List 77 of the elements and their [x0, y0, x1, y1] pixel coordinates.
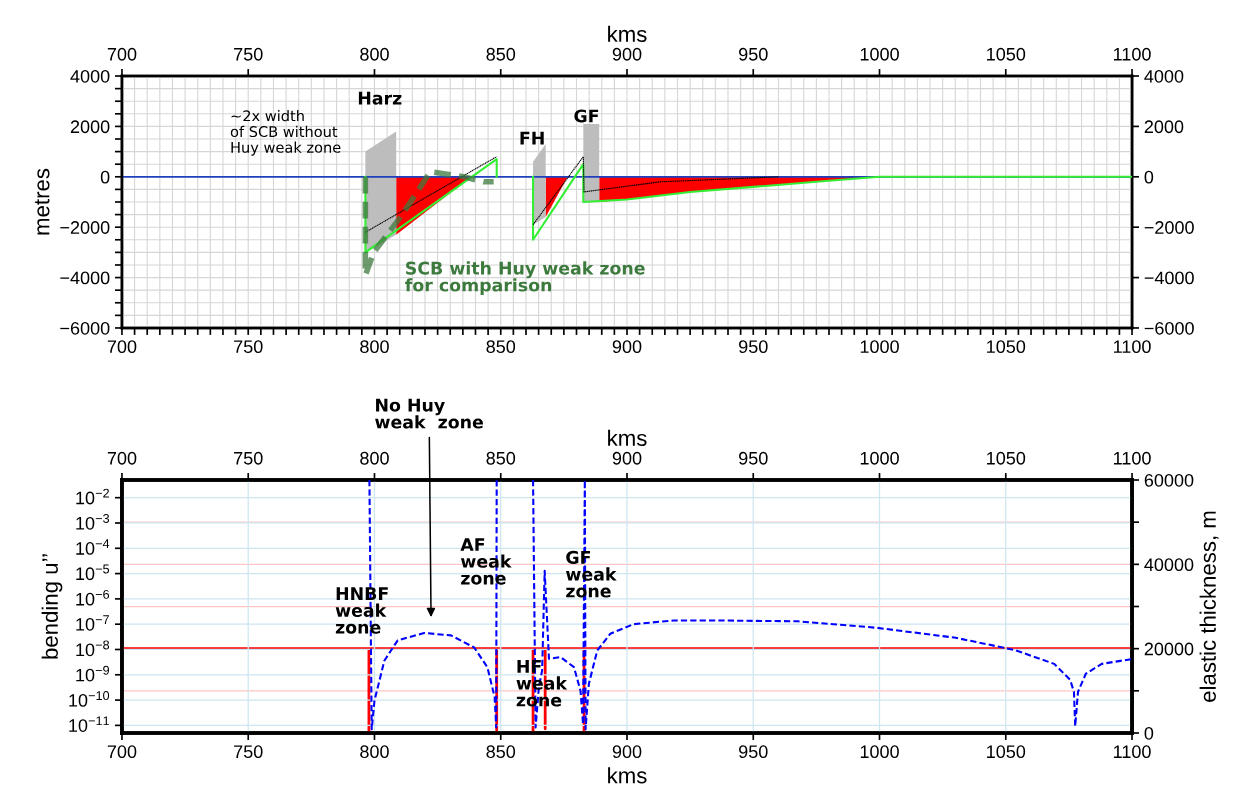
y2-tick-label: 0	[1144, 726, 1154, 740]
y-tick-label: 10$^{−4}$	[76, 539, 110, 555]
x-axis-title: kms	[608, 767, 647, 784]
y2-tick-label: 40000	[1144, 558, 1194, 572]
y-tick-label: 10$^{−6}$	[76, 589, 110, 606]
annotation: Harz	[358, 91, 402, 105]
x2-tick-label: 1050	[987, 47, 1026, 61]
x2-tick-label: 850	[486, 47, 516, 61]
y2-tick-label: 20000	[1144, 642, 1194, 656]
y-tick-label: 10$^{−5}$	[76, 564, 110, 581]
x-tick-label: 900	[612, 340, 642, 354]
x2-tick-label: 900	[612, 47, 642, 61]
x-tick-label: 1000	[860, 340, 899, 354]
x2-tick-label: 900	[612, 451, 642, 465]
y2-tick-label: 60000	[1144, 473, 1194, 487]
x-tick-label: 800	[360, 745, 389, 759]
y-axis-title: metres	[34, 168, 50, 235]
x-tick-label: 850	[486, 340, 516, 354]
annotation: GF	[574, 109, 599, 123]
x-tick-label: 950	[739, 340, 768, 354]
y-tick-label: −4000	[60, 271, 110, 285]
x2-tick-label: 1000	[860, 451, 899, 465]
x2-axis-title: kms	[608, 429, 647, 447]
x-tick-label: 1050	[987, 745, 1026, 759]
y2-tick-label: 4000	[1144, 69, 1184, 83]
x2-tick-label: 800	[360, 451, 389, 465]
annotation: SCB with Huy weak zone for comparison	[405, 261, 645, 295]
x-tick-label: 950	[739, 745, 768, 759]
y2-tick-label: 2000	[1144, 120, 1184, 134]
x-tick-label: 800	[360, 340, 389, 354]
y-tick-label: 10$^{−7}$	[76, 615, 109, 631]
x2-tick-label: 1050	[987, 451, 1026, 465]
x-tick-label: 850	[486, 745, 516, 759]
x2-tick-label: 1100	[1113, 47, 1151, 61]
y-tick-label: 10$^{−8}$	[76, 640, 110, 657]
x-tick-label: 1100	[1113, 340, 1151, 354]
annotation: FH	[520, 131, 544, 145]
x-tick-label: 1050	[987, 340, 1026, 354]
y2-tick-label: −4000	[1144, 271, 1194, 285]
x-tick-label: 700	[107, 745, 137, 759]
x2-axis-title: kms	[608, 25, 647, 43]
x2-tick-label: 950	[739, 47, 768, 61]
y-tick-label: 2000	[70, 120, 110, 134]
annotation: AF weak zone	[460, 538, 512, 585]
x2-tick-label: 850	[486, 451, 516, 465]
y-axis-title: bending u’’	[41, 554, 63, 659]
y-tick-label: −6000	[60, 321, 110, 335]
x2-tick-label: 700	[107, 47, 137, 61]
annotation: HNBF weak zone	[335, 587, 388, 634]
x-tick-label: 750	[234, 340, 263, 354]
annotation: GF weak zone	[565, 550, 617, 598]
x2-tick-label: 800	[360, 47, 389, 61]
y-tick-label: −2000	[60, 221, 110, 234]
y2-axis-title: elastic thickness, m	[1199, 511, 1219, 702]
x-tick-label: 1100	[1113, 745, 1151, 759]
y-tick-label: 4000	[70, 69, 110, 83]
x-tick-label: 750	[234, 745, 263, 759]
y2-tick-label: −2000	[1144, 221, 1194, 234]
x2-tick-label: 750	[234, 451, 263, 465]
y-tick-label: 0	[100, 170, 110, 184]
x2-tick-label: 700	[107, 451, 137, 465]
annotation: ~2x width of SCB without Huy weak zone	[230, 110, 341, 156]
x2-tick-label: 1100	[1113, 451, 1151, 465]
x-tick-label: 900	[612, 745, 642, 759]
y-tick-label: 10$^{−11}$	[69, 716, 109, 732]
text: No Huy weak zone	[375, 398, 483, 429]
y-tick-label: 10$^{−2}$	[76, 488, 109, 505]
x2-tick-label: 750	[234, 47, 263, 61]
y-tick-label: 10$^{−9}$	[76, 665, 109, 682]
x2-tick-label: 1000	[860, 47, 899, 61]
y2-tick-label: 0	[1144, 170, 1154, 184]
x2-tick-label: 950	[739, 451, 768, 465]
y2-tick-label: −6000	[1144, 321, 1194, 335]
x-tick-label: 1000	[860, 745, 899, 759]
y-tick-label: 10$^{−3}$	[76, 514, 110, 530]
y-tick-label: 10$^{−10}$	[69, 691, 110, 707]
x-tick-label: 700	[107, 340, 137, 354]
